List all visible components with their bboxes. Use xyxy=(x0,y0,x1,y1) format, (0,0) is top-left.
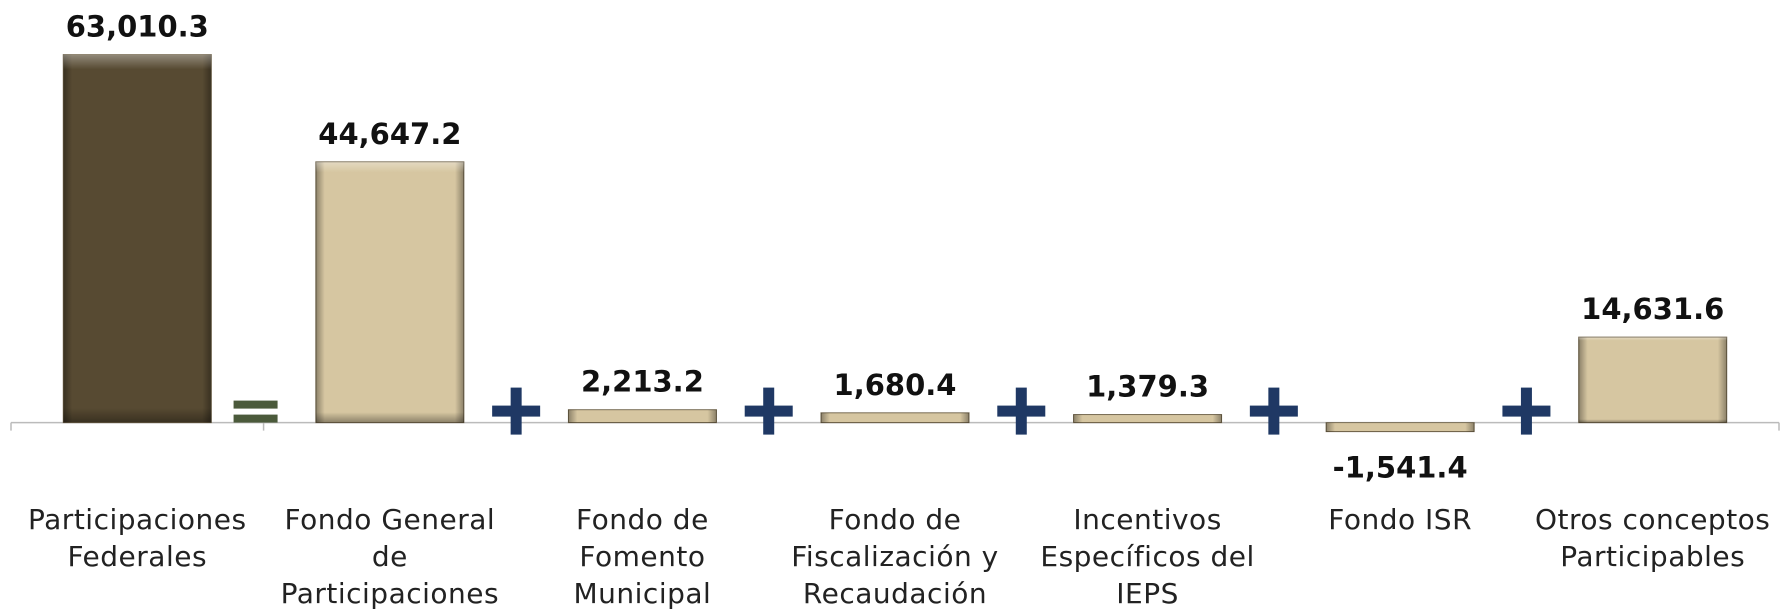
bar-shade xyxy=(821,412,969,423)
plus-sign xyxy=(1520,387,1532,435)
value-label: -1,541.4 xyxy=(1333,451,1468,485)
equals-sign xyxy=(233,400,278,409)
value-label: 1,680.4 xyxy=(834,368,957,402)
x-tick-label: IEPS xyxy=(1116,577,1179,610)
bar-shade xyxy=(315,161,464,423)
bar-shade xyxy=(568,409,717,423)
bar-shade xyxy=(63,54,212,423)
plus-sign xyxy=(1015,387,1027,435)
x-tick-label: Fondo ISR xyxy=(1328,503,1472,536)
x-tick-label: Incentivos xyxy=(1073,503,1221,536)
x-tick-label: Participaciones xyxy=(281,577,500,610)
x-tick-label: de xyxy=(372,540,408,573)
x-tick-label: Municipal xyxy=(574,577,712,610)
x-tick-label: Participaciones xyxy=(28,503,247,536)
x-tick-label: Recaudación xyxy=(803,577,987,610)
x-tick-label: Fondo de xyxy=(576,503,709,536)
plus-sign xyxy=(1268,387,1280,435)
value-label: 63,010.3 xyxy=(66,10,209,44)
bar-shade xyxy=(1326,422,1475,432)
bar-shade xyxy=(1578,337,1727,423)
x-tick-label: Específicos del xyxy=(1040,540,1254,573)
value-label: 2,213.2 xyxy=(581,365,704,399)
x-tick-label: Federales xyxy=(67,540,207,573)
value-label: 14,631.6 xyxy=(1581,292,1724,326)
value-label: 44,647.2 xyxy=(318,117,461,151)
x-tick-label: Fomento xyxy=(579,540,705,573)
equals-sign xyxy=(233,414,278,423)
x-tick-label: Fiscalización y xyxy=(791,540,998,573)
plus-sign xyxy=(510,387,522,435)
x-tick-label: Otros conceptos xyxy=(1535,503,1770,536)
x-tick-label: Fondo de xyxy=(829,503,962,536)
x-tick-label: Participables xyxy=(1560,540,1745,573)
value-label: 1,379.3 xyxy=(1086,370,1209,404)
x-tick-label: Fondo General xyxy=(285,503,496,536)
plus-sign xyxy=(763,387,775,435)
bar-shade xyxy=(1073,414,1222,423)
